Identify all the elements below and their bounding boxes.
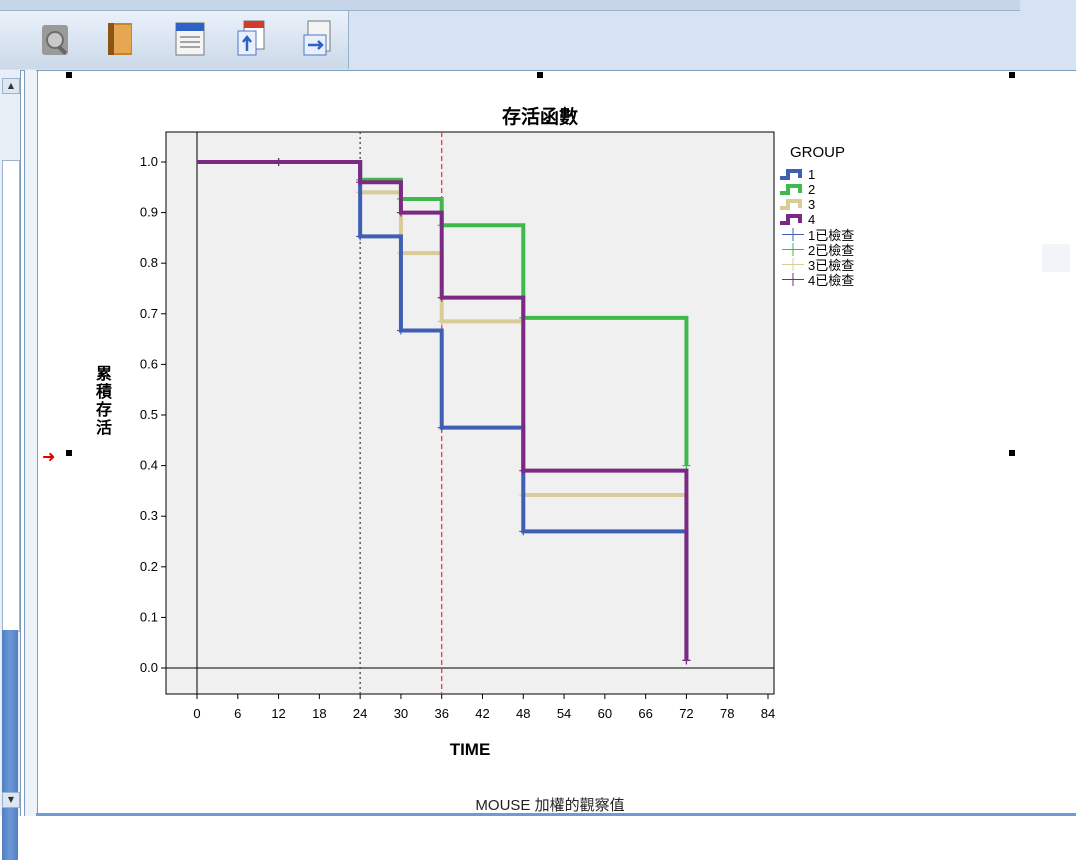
y-tick-label: 0.8 <box>140 255 158 270</box>
scroll-up-arrow-icon[interactable]: ▲ <box>2 78 20 94</box>
y-axis-label: 累積存活 <box>95 364 112 437</box>
chart-title: 存活函數 <box>501 106 578 128</box>
chart-editor-frame[interactable] <box>36 70 1076 817</box>
y-tick-label: 0.6 <box>140 356 158 371</box>
resize-handle-top[interactable] <box>537 72 543 78</box>
x-tick-label: 66 <box>638 706 652 721</box>
left-scrollbar[interactable]: ▲ ▼ <box>0 70 21 860</box>
toolbar-button-group <box>0 11 349 69</box>
x-tick-label: 24 <box>353 706 367 721</box>
y-tick-label: 1.0 <box>140 154 158 169</box>
legend-title: GROUP <box>790 144 846 161</box>
series-1-line <box>197 160 689 661</box>
x-tick-label: 6 <box>234 706 241 721</box>
x-tick-label: 48 <box>516 706 530 721</box>
y-tick-label: 0.3 <box>140 508 158 523</box>
y-tick-label: 0.1 <box>140 609 158 624</box>
x-tick-label: 12 <box>271 706 285 721</box>
resize-handle-tl[interactable] <box>66 72 72 78</box>
y-tick-label: 0.7 <box>140 306 158 321</box>
list-icon[interactable] <box>170 17 210 61</box>
legend-item-4: 4 <box>778 212 854 227</box>
bottom-border <box>36 813 1076 816</box>
faint-square-icon <box>1042 244 1070 272</box>
scroll-down-arrow-icon[interactable]: ▼ <box>2 792 20 808</box>
document-up-icon[interactable] <box>232 17 272 61</box>
resize-handle-right[interactable] <box>1009 450 1015 456</box>
x-tick-label: 84 <box>761 706 775 721</box>
series-4-line <box>197 160 689 661</box>
y-tick-label: 0.0 <box>140 660 158 675</box>
x-tick-label: 60 <box>598 706 612 721</box>
legend-censored-4: 4已檢查 <box>782 273 855 288</box>
plot-area <box>165 131 775 695</box>
toolbar <box>0 0 1076 71</box>
book-icon[interactable] <box>100 17 140 61</box>
legend-item-3: 3 <box>778 197 854 212</box>
chart-footer: MOUSE 加權的觀察值 <box>475 797 625 814</box>
current-item-arrow-icon: ➜ <box>42 447 56 466</box>
legend-censored-1: 1已檢查 <box>782 228 855 243</box>
legend-item-2: 2 <box>778 182 854 197</box>
x-tick-label: 72 <box>679 706 693 721</box>
survival-chart: 0 6 12 18 24 30 36 42 48 54 60 66 72 78 84 0.0 0.1 0.2 0.3… <box>140 131 775 721</box>
legend-censored-2: 2已檢查 <box>782 243 855 258</box>
x-axis-label: TIME <box>449 740 491 759</box>
x-tick-label: 78 <box>720 706 734 721</box>
legend: GROUP 1 2 3 4 1已檢查 2已檢查 3已檢查 4已檢查 <box>778 144 855 288</box>
legend-item-1: 1 <box>778 167 854 182</box>
y-tick-label: 0.4 <box>140 458 158 473</box>
x-tick-label: 18 <box>312 706 326 721</box>
x-tick-label: 42 <box>475 706 489 721</box>
y-tick-label: 0.9 <box>140 205 158 220</box>
x-tick-label: 30 <box>394 706 408 721</box>
x-tick-label: 36 <box>434 706 448 721</box>
y-tick-label: 0.2 <box>140 559 158 574</box>
pane-splitter[interactable] <box>24 70 38 816</box>
legend-censored-3: 3已檢查 <box>782 258 855 273</box>
x-tick-label: 54 <box>557 706 571 721</box>
y-tick-label: 0.5 <box>140 407 158 422</box>
toolbar-top-strip <box>0 0 1020 11</box>
x-tick-label: 0 <box>193 706 200 721</box>
document-arrow-icon[interactable] <box>298 17 338 61</box>
zoom-icon[interactable] <box>36 17 76 61</box>
resize-handle-left[interactable] <box>66 450 72 456</box>
resize-handle-tr[interactable] <box>1009 72 1015 78</box>
